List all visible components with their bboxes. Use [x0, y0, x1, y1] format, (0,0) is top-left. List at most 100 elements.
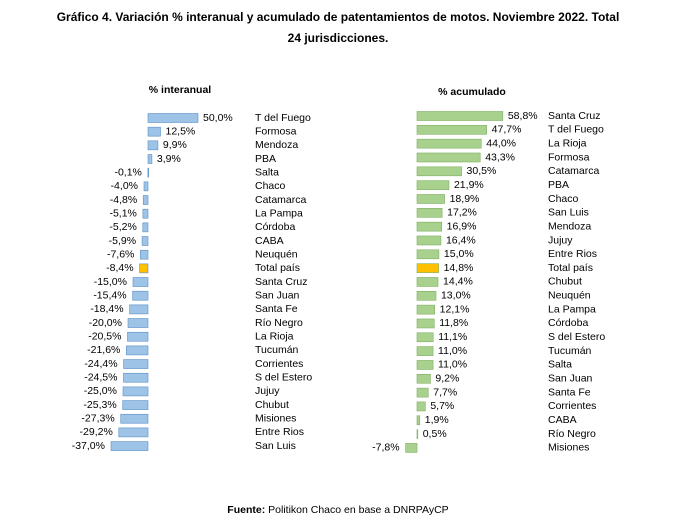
bar	[416, 401, 426, 412]
category-label: Entre Rios	[255, 426, 304, 438]
value-label: 0,5%	[423, 428, 447, 440]
category-label: San Juan	[255, 289, 300, 301]
value-label: 7,7%	[433, 386, 457, 398]
bar	[416, 290, 437, 301]
bar	[416, 373, 431, 384]
bar	[122, 386, 149, 397]
category-label: Río Negro	[255, 317, 303, 329]
bar	[142, 195, 149, 205]
value-label: 1,9%	[425, 414, 449, 426]
bar	[416, 263, 439, 273]
value-label: -21,6%	[87, 344, 120, 356]
category-label: T del Fuego	[548, 124, 604, 136]
value-label: -27,3%	[81, 413, 114, 425]
bar	[405, 443, 418, 453]
value-label: 11,8%	[439, 317, 468, 329]
value-label: -25,3%	[83, 399, 116, 411]
bar	[120, 413, 149, 424]
value-label: -25,0%	[84, 385, 117, 397]
category-label: Chubut	[548, 276, 582, 288]
bar	[416, 249, 440, 260]
bar	[416, 221, 442, 232]
category-label: Córdoba	[255, 221, 295, 233]
category-label: Río Negro	[548, 428, 596, 440]
chart-title-line2: 24 jurisdicciones.	[288, 31, 389, 45]
category-label: Santa Fe	[255, 303, 298, 315]
bar	[140, 249, 149, 260]
bar	[416, 360, 434, 370]
bar	[129, 304, 149, 315]
value-label: -7,6%	[107, 248, 134, 260]
category-label: Formosa	[548, 151, 590, 163]
category-label: Corrientes	[255, 358, 303, 370]
category-label: San Juan	[548, 373, 593, 385]
category-label: Corrientes	[548, 400, 596, 412]
bar	[416, 429, 419, 439]
value-label: -8,4%	[106, 262, 133, 274]
category-label: CABA	[548, 414, 577, 426]
source: Fuente: Politikon Chaco en base a DNRPAy…	[227, 504, 448, 516]
category-label: Salta	[255, 166, 279, 178]
bar	[132, 277, 149, 287]
chart-title: Gráfico 4. Variación % interanual y acum…	[57, 10, 620, 24]
value-label: 12,1%	[440, 303, 470, 315]
value-label: -20,5%	[88, 331, 121, 343]
category-label: La Rioja	[255, 331, 294, 343]
category-label: Catamarca	[255, 194, 307, 206]
bar	[416, 166, 462, 177]
value-label: 15,0%	[444, 248, 474, 260]
value-label: -5,2%	[109, 221, 136, 233]
bar	[142, 222, 149, 233]
value-label: 12,5%	[166, 125, 196, 137]
bar	[416, 194, 445, 204]
value-label: 43,3%	[485, 151, 515, 163]
value-label: -37,0%	[72, 440, 105, 452]
category-label: La Pampa	[548, 303, 596, 315]
category-label: Jujuy	[548, 234, 573, 246]
value-label: 50,0%	[203, 112, 233, 124]
value-label: 9,2%	[435, 373, 459, 385]
value-label: -0,1%	[114, 166, 141, 178]
category-label: Santa Cruz	[255, 276, 308, 288]
category-label: La Rioja	[548, 137, 587, 149]
bar	[416, 318, 435, 329]
category-label: Jujuy	[255, 385, 280, 397]
value-label: -4,0%	[111, 180, 138, 192]
value-label: 11,0%	[438, 345, 467, 357]
bar	[416, 346, 434, 356]
category-label: T del Fuego	[255, 112, 311, 124]
value-label: 11,1%	[438, 331, 467, 343]
bar	[416, 111, 504, 121]
category-label: CABA	[255, 235, 284, 247]
bar	[123, 359, 149, 369]
value-label: 3,9%	[157, 153, 181, 165]
bar	[118, 427, 149, 438]
value-label: -29,2%	[80, 426, 113, 438]
category-label: San Luis	[548, 207, 589, 219]
category-label: Catamarca	[548, 165, 600, 177]
bar	[126, 345, 149, 356]
bar	[416, 208, 443, 218]
category-label: S del Estero	[548, 331, 605, 343]
bar	[123, 372, 149, 383]
bar	[147, 154, 153, 164]
value-label: 11,0%	[438, 359, 467, 371]
value-label: -5,1%	[109, 207, 136, 219]
category-label: Santa Cruz	[548, 110, 601, 122]
value-label: 16,9%	[447, 220, 477, 232]
value-label: -4,8%	[110, 194, 137, 206]
value-label: -24,5%	[84, 372, 117, 384]
category-label: Salta	[548, 359, 572, 371]
category-label: Total país	[255, 262, 300, 274]
bar	[416, 180, 450, 190]
category-label: Misiones	[548, 442, 589, 454]
bar	[110, 441, 149, 451]
value-label: 14,4%	[443, 276, 473, 288]
value-label: -18,4%	[90, 303, 123, 315]
value-label: -5,9%	[109, 235, 136, 247]
value-label: -7,8%	[372, 442, 399, 454]
bar	[416, 277, 439, 287]
category-label: Santa Fe	[548, 386, 591, 398]
value-label: 16,4%	[446, 234, 476, 246]
bar	[122, 400, 149, 410]
